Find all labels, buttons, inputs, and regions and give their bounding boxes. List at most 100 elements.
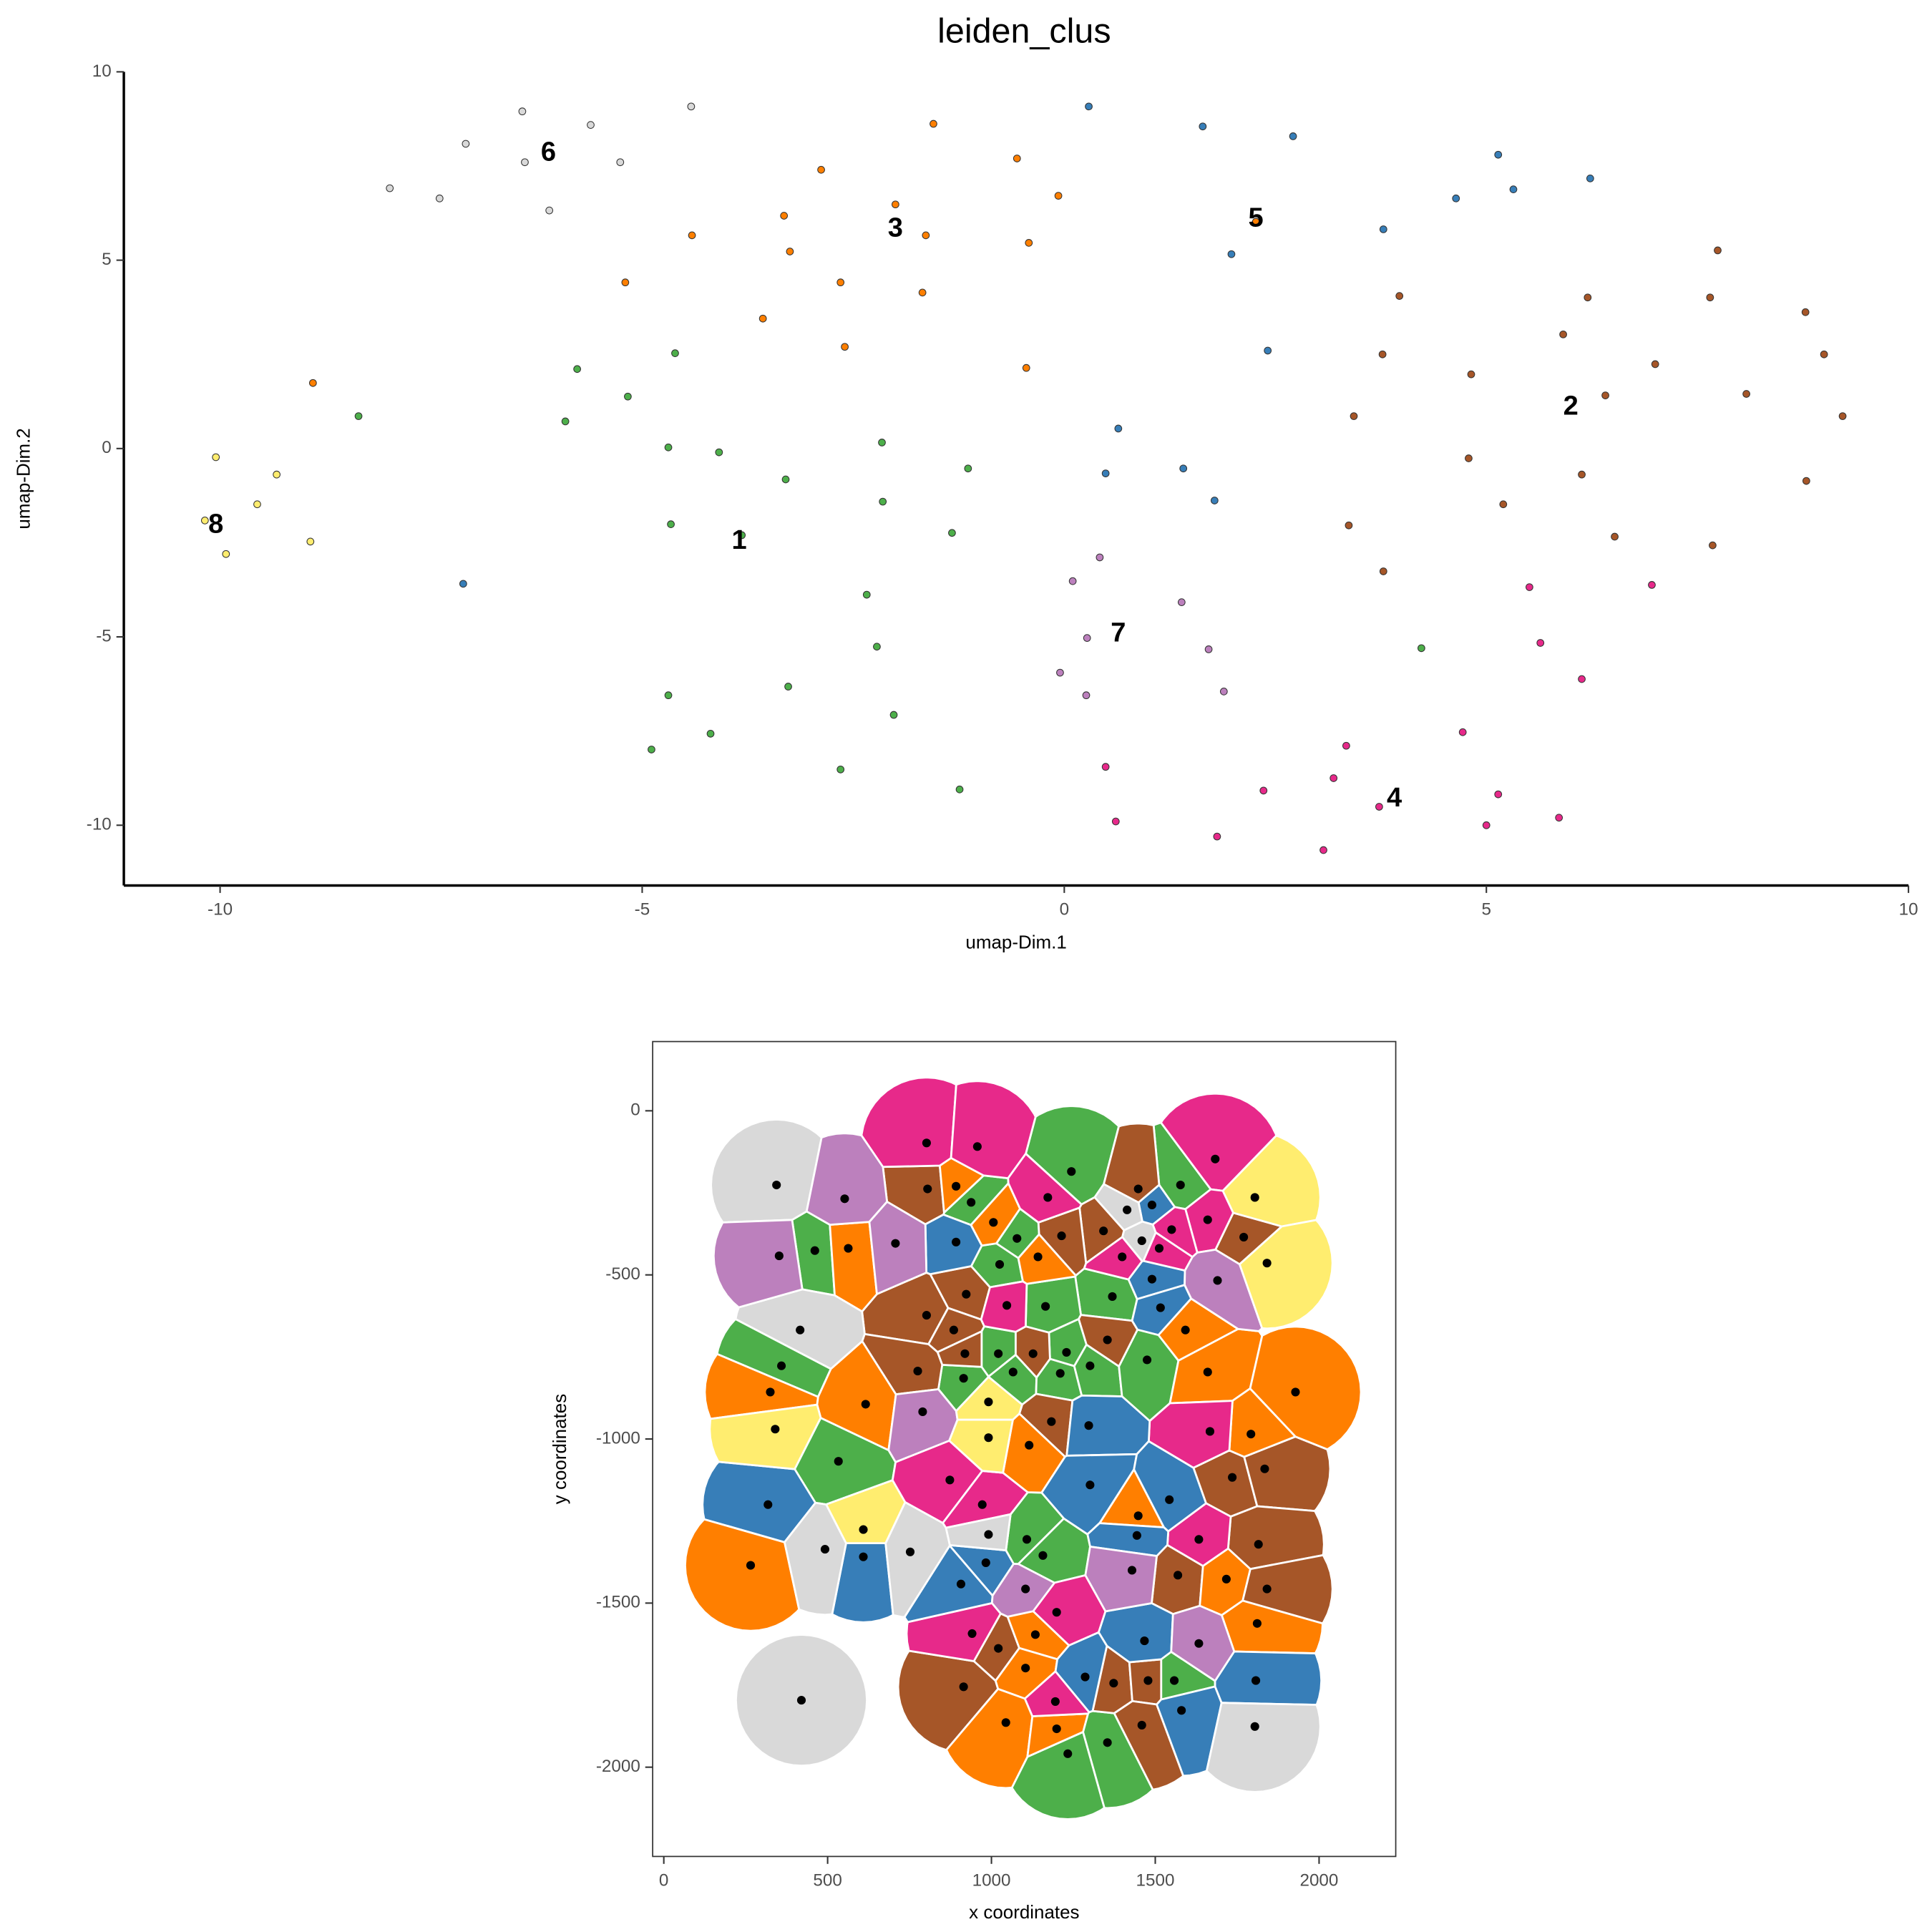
point bbox=[834, 1457, 843, 1466]
point bbox=[1205, 1427, 1215, 1436]
x-tick-label: -5 bbox=[635, 900, 650, 919]
point bbox=[1345, 521, 1353, 530]
point bbox=[1252, 1676, 1261, 1685]
y-tick-label: -1500 bbox=[596, 1593, 640, 1612]
point bbox=[1709, 541, 1717, 550]
point bbox=[1714, 246, 1722, 255]
point bbox=[648, 746, 655, 753]
point bbox=[891, 1239, 900, 1248]
point bbox=[1137, 1236, 1146, 1246]
point bbox=[964, 464, 972, 473]
point bbox=[1055, 1369, 1065, 1378]
point bbox=[1210, 497, 1219, 504]
point bbox=[1319, 846, 1327, 854]
point bbox=[1132, 1531, 1141, 1540]
point bbox=[1056, 668, 1064, 677]
point bbox=[1156, 1303, 1165, 1312]
point bbox=[1068, 577, 1077, 585]
point bbox=[561, 417, 570, 426]
voronoi-cell bbox=[948, 1418, 1014, 1474]
voronoi-cell bbox=[1093, 1183, 1143, 1231]
point bbox=[763, 1500, 773, 1509]
y-tick-label: -5 bbox=[96, 626, 112, 645]
point bbox=[664, 443, 673, 452]
point bbox=[984, 1397, 993, 1407]
point bbox=[836, 765, 845, 774]
point bbox=[862, 590, 871, 599]
point bbox=[1025, 239, 1033, 247]
point bbox=[1022, 1535, 1032, 1544]
voronoi-cell bbox=[884, 1501, 951, 1619]
point bbox=[1080, 1672, 1090, 1682]
point bbox=[1109, 1679, 1118, 1688]
point bbox=[1259, 786, 1268, 795]
point bbox=[459, 580, 467, 588]
point bbox=[1418, 644, 1425, 653]
point bbox=[1648, 581, 1656, 589]
point bbox=[1509, 185, 1518, 193]
point bbox=[1260, 1464, 1269, 1473]
point bbox=[1137, 1720, 1146, 1730]
point bbox=[780, 212, 789, 220]
point bbox=[1452, 194, 1460, 203]
centroids bbox=[746, 1138, 1300, 1758]
plot: 0 500 1000 1500 2000 0 -500 -1000 -1500 -2000 x co… bbox=[549, 1040, 1397, 1923]
point bbox=[1465, 454, 1473, 462]
point bbox=[1213, 832, 1221, 841]
point bbox=[1378, 350, 1387, 358]
y-tick-label: 5 bbox=[102, 250, 111, 269]
voronoi-cell bbox=[684, 1518, 801, 1632]
point bbox=[1083, 634, 1091, 642]
voronoi-cell bbox=[1238, 1219, 1334, 1330]
point bbox=[1246, 1430, 1256, 1439]
point bbox=[1264, 346, 1272, 355]
x-tick-label: -10 bbox=[208, 900, 233, 919]
y-tick-label: -2000 bbox=[596, 1757, 640, 1776]
point bbox=[1099, 1226, 1108, 1236]
point bbox=[687, 102, 696, 111]
point bbox=[841, 343, 849, 351]
point bbox=[1127, 1566, 1137, 1575]
point bbox=[981, 1558, 990, 1567]
point bbox=[923, 1184, 932, 1194]
point bbox=[1084, 1421, 1093, 1430]
point bbox=[1008, 1367, 1018, 1377]
point bbox=[1379, 567, 1387, 575]
point bbox=[1802, 477, 1810, 485]
x-tick-label: 0 bbox=[1060, 900, 1069, 919]
point bbox=[1227, 250, 1236, 258]
point bbox=[1030, 1630, 1040, 1639]
point bbox=[989, 1218, 998, 1227]
voronoi-cell bbox=[1084, 1546, 1158, 1613]
x-tick-label: 1000 bbox=[972, 1870, 1011, 1890]
x-tick-label: 5 bbox=[1481, 900, 1491, 919]
point bbox=[1101, 763, 1110, 771]
point bbox=[616, 158, 625, 167]
point bbox=[1379, 225, 1387, 233]
point bbox=[1143, 1676, 1153, 1685]
point bbox=[1047, 1417, 1056, 1426]
x-axis-label: x coordinates bbox=[969, 1901, 1079, 1923]
point bbox=[1213, 1276, 1222, 1285]
voronoi-cell bbox=[710, 1118, 823, 1224]
point bbox=[1169, 1676, 1179, 1685]
voronoi-cell bbox=[1054, 1631, 1108, 1714]
point bbox=[746, 1561, 756, 1570]
point bbox=[435, 194, 444, 203]
point bbox=[1742, 390, 1750, 398]
point bbox=[962, 1289, 971, 1299]
point bbox=[1559, 330, 1567, 338]
point bbox=[859, 1552, 868, 1561]
point bbox=[1555, 814, 1563, 822]
point bbox=[781, 475, 790, 484]
point bbox=[959, 1374, 968, 1383]
voronoi-cell bbox=[1160, 1092, 1278, 1192]
point bbox=[1111, 817, 1120, 826]
point bbox=[873, 643, 881, 651]
point bbox=[861, 1400, 870, 1409]
plot: -10 -5 0 5 10 -10 -5 0 5 10 umap-Dim.1 umap-Dim.2 6 3… bbox=[12, 62, 1918, 953]
point bbox=[1536, 639, 1545, 647]
point bbox=[1252, 1619, 1262, 1628]
